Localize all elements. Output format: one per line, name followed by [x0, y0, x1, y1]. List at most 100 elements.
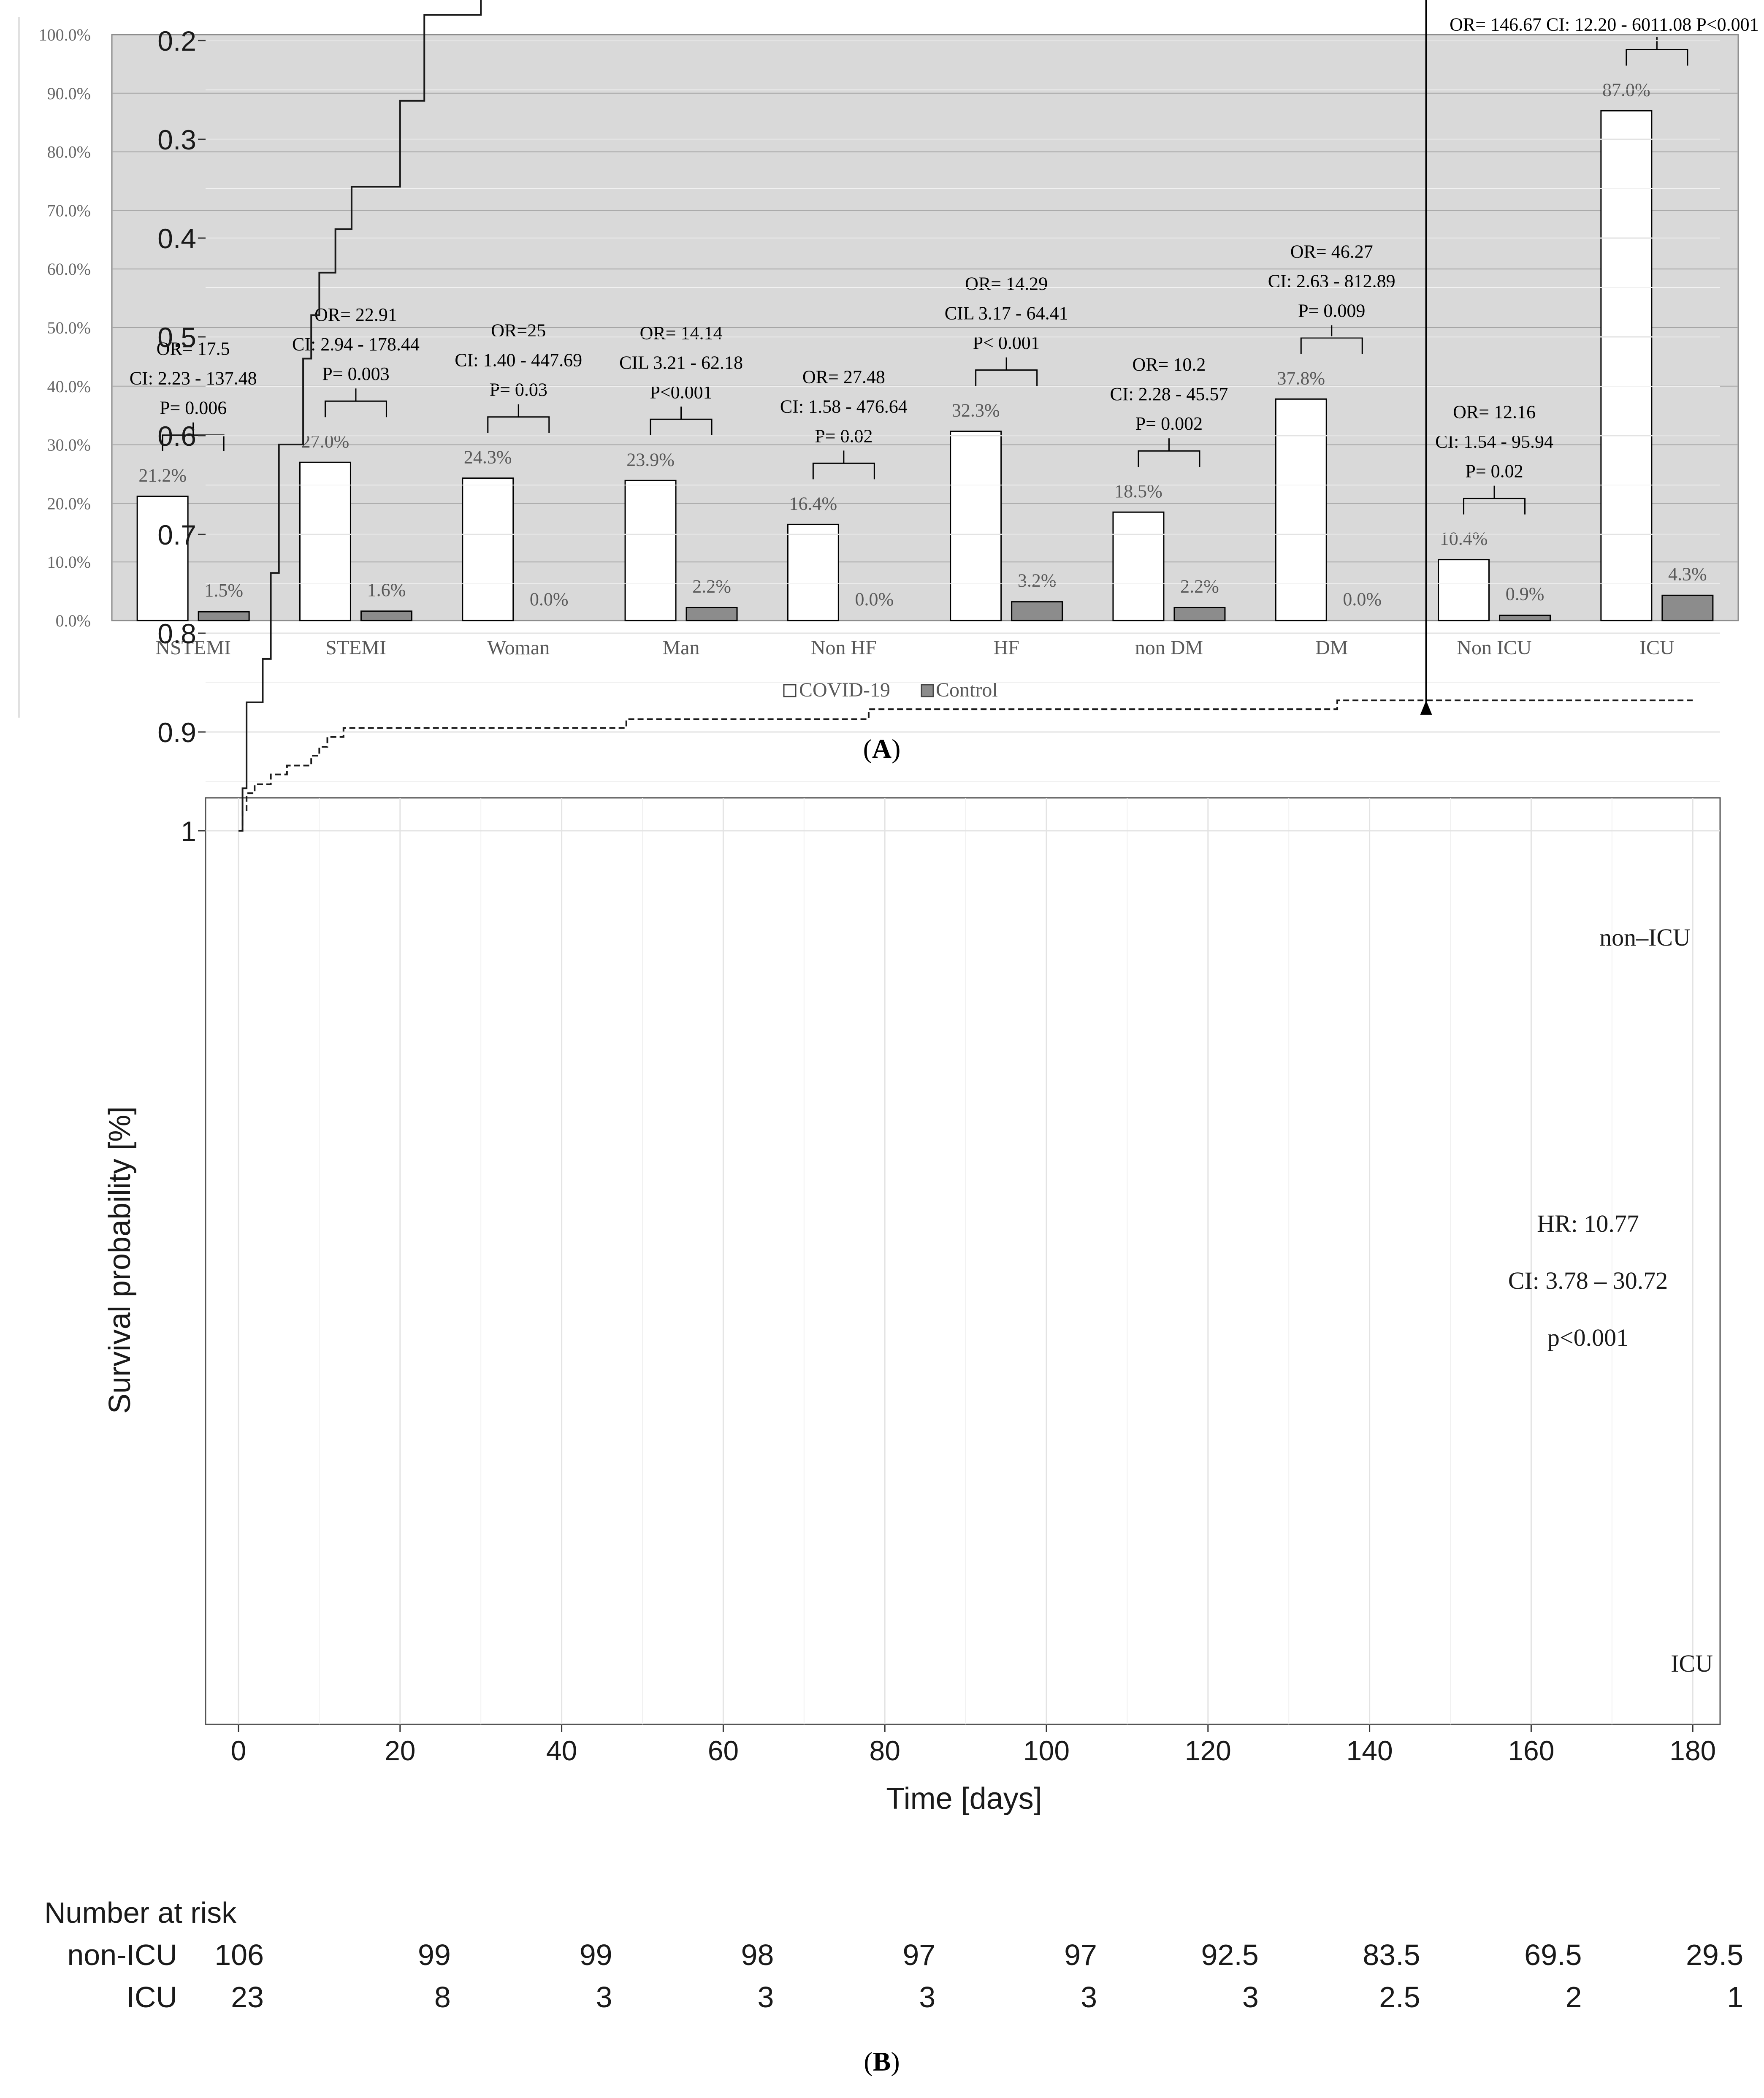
x-tick-label: 0: [231, 1735, 247, 1766]
value-label-covid: 16.4%: [789, 493, 837, 514]
risk-value: 97: [1064, 1938, 1097, 1971]
risk-value: 29.5: [1686, 1938, 1743, 1971]
value-label-covid: 21.2%: [138, 465, 187, 486]
value-label-covid: 18.5%: [1114, 481, 1162, 501]
stat-annotation: P= 0.02: [1465, 461, 1523, 482]
risk-value: 3: [1242, 1981, 1259, 2014]
x-axis-label: Time [days]: [886, 1782, 1042, 1816]
x-tick-label: 140: [1347, 1735, 1393, 1766]
x-tick-label: 180: [1669, 1735, 1716, 1766]
hr-line-2: CI: 3.78 – 30.72: [1508, 1267, 1668, 1294]
risk-value: 99: [418, 1938, 451, 1971]
stat-annotation: OR= 17.5: [157, 339, 230, 359]
stat-annotation: OR= 12.16: [1453, 402, 1536, 423]
value-label-control: 0.0%: [855, 589, 894, 610]
hr-line-1: HR: 10.77: [1537, 1210, 1639, 1237]
stat-annotation: CI: 1.54 - 95.94: [1435, 431, 1553, 452]
y-tick-label: 0.4: [157, 223, 196, 254]
risk-value: 3: [596, 1981, 612, 2014]
category-label: DM: [1315, 637, 1348, 659]
bar-control: [1011, 601, 1063, 621]
value-label-covid: 24.3%: [464, 447, 512, 468]
significance-bracket: [1300, 325, 1363, 354]
value-label-control: 1.5%: [204, 580, 243, 601]
stat-annotation: P= 0.003: [322, 363, 389, 384]
y-tick-label: 0.2: [157, 25, 196, 57]
bar-covid: [462, 477, 514, 621]
value-label-covid: 27.0%: [301, 431, 350, 452]
legend-covid-label: COVID-19: [799, 679, 890, 701]
category-label: Non HF: [811, 637, 877, 659]
significance-bracket: [1463, 485, 1526, 515]
panel-b-survival-chart: 0.20.30.40.50.60.70.80.91 0 20 40 60 80 100 12…: [44, 0, 1743, 2076]
y-tick-label: 70.0%: [47, 201, 91, 220]
y-tick-label: 0.5: [157, 322, 196, 353]
significance-bracket: [975, 357, 1038, 386]
y-tick-label: 50.0%: [47, 318, 91, 337]
risk-value: 23: [231, 1981, 264, 2014]
panel-a-y-ticks: 0.0% 10.0% 20.0% 30.0% 40.0% 50.0% 60.0% 70.0% 8…: [39, 25, 91, 630]
x-tick-label: 120: [1185, 1735, 1231, 1766]
risk-value: 1: [1727, 1981, 1743, 2014]
y-tick-label: 1: [181, 816, 196, 847]
stat-annotation: OR= 46.27: [1290, 241, 1373, 262]
panel-b-plot-area: [205, 797, 1721, 1725]
panel-a-bars: [136, 110, 1714, 621]
risk-table-title: Number at risk: [44, 1896, 237, 1929]
y-tick-label: 0.8: [157, 618, 196, 649]
stat-annotation: P< 0.001: [973, 333, 1040, 353]
category-label: non DM: [1135, 637, 1203, 659]
stat-annotation: CI: 1.40 - 447.69: [455, 350, 582, 371]
y-tick-label: 60.0%: [47, 260, 91, 279]
bar-covid: [624, 480, 677, 621]
panel-b-label: (B): [864, 2046, 900, 2076]
category-label: HF: [993, 637, 1019, 659]
panel-a-label: (A): [863, 734, 901, 764]
significance-bracket: [812, 450, 875, 480]
risk-value: 106: [214, 1938, 264, 1971]
x-tick-label: 80: [869, 1735, 900, 1766]
hr-line-3: p<0.001: [1547, 1324, 1629, 1351]
category-label: STEMI: [325, 637, 386, 659]
significance-bracket: [1626, 37, 1688, 66]
stat-annotation: OR=25: [491, 320, 546, 341]
bar-control: [686, 607, 738, 621]
panel-a-legend: COVID-19 Control: [783, 679, 998, 701]
value-label-covid: 32.3%: [952, 400, 1000, 421]
risk-value: 8: [434, 1981, 451, 2014]
risk-value: 3: [1081, 1981, 1097, 2014]
stat-annotation: CI: 2.28 - 45.57: [1110, 384, 1228, 404]
risk-value: 69.5: [1524, 1938, 1582, 1971]
panel-a-category-labels: NSTEMI STEMI Woman Man Non HF HF non DM DM Non I…: [155, 637, 1674, 659]
value-label-control: 0.9%: [1506, 584, 1545, 604]
value-label-control: 0.0%: [530, 589, 569, 610]
x-tick-label: 40: [546, 1735, 577, 1766]
significance-bracket: [324, 388, 387, 417]
non-icu-curve-label: non–ICU: [1599, 924, 1691, 951]
risk-value: 2: [1565, 1981, 1582, 2014]
panel-a-gridlines: [112, 92, 1738, 563]
bar-covid: [136, 496, 189, 621]
category-label: NSTEMI: [155, 637, 231, 659]
bar-control: [1661, 594, 1714, 621]
stat-annotation: OR= 10.2: [1132, 354, 1206, 375]
stat-annotation: CIL 3.21 - 62.18: [619, 352, 743, 373]
y-axis-label: Survival probability [%]: [103, 1106, 137, 1414]
legend-control-label: Control: [936, 679, 998, 701]
value-label-control: 2.2%: [1180, 576, 1219, 596]
value-label-control: 3.2%: [1018, 570, 1057, 591]
x-tick-label: 20: [385, 1735, 415, 1766]
bar-control: [1173, 607, 1226, 621]
risk-value: 3: [757, 1981, 774, 2014]
stat-annotation: OR= 14.14: [640, 323, 723, 343]
bar-covid: [299, 461, 351, 621]
panel-b-gridlines: [206, 40, 1720, 1724]
icu-curve-label: ICU: [1671, 1650, 1713, 1677]
y-tick-label: 0.9: [157, 717, 196, 748]
significance-bracket: [162, 422, 225, 451]
y-tick-label: 0.7: [157, 519, 196, 550]
y-tick-label: 100.0%: [39, 25, 91, 44]
y-tick-label: 80.0%: [47, 143, 91, 162]
value-label-control: 0.0%: [1343, 589, 1382, 610]
